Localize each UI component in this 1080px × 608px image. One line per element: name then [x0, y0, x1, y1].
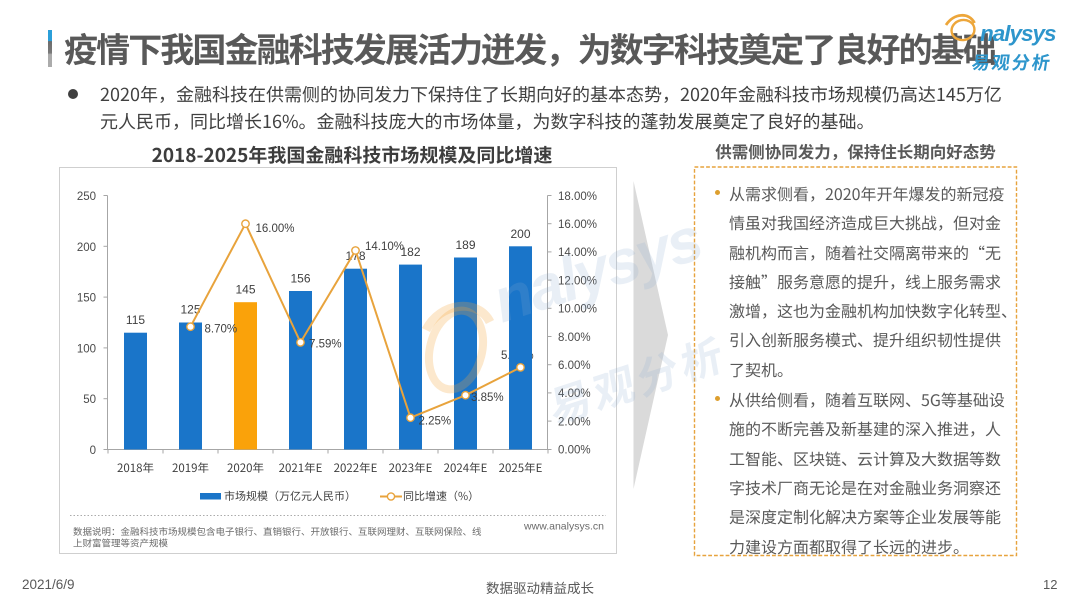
svg-text:125: 125	[180, 303, 200, 317]
svg-text:0: 0	[90, 445, 96, 457]
svg-text:100: 100	[77, 343, 96, 355]
svg-text:数据说明：金融科技市场规模包含电子银行、直销银行、开放银行、: 数据说明：金融科技市场规模包含电子银行、直销银行、开放银行、互联网理财、互联网保…	[73, 524, 482, 538]
svg-text:2020年: 2020年	[227, 460, 264, 476]
svg-text:150: 150	[77, 293, 96, 305]
svg-text:上财富管理等资产规模: 上财富管理等资产规模	[73, 536, 169, 550]
svg-text:2023年E: 2023年E	[389, 460, 433, 476]
svg-text:18.00%: 18.00%	[558, 191, 597, 203]
svg-text:16.00%: 16.00%	[558, 219, 597, 231]
svg-text:182: 182	[400, 245, 420, 259]
svg-text:2018年: 2018年	[117, 460, 154, 476]
svg-text:同比增速（%）: 同比增速（%）	[403, 488, 479, 504]
svg-text:10.00%: 10.00%	[558, 304, 597, 316]
svg-text:市场规模（万亿元人民币）: 市场规模（万亿元人民币）	[224, 488, 356, 504]
svg-text:50: 50	[83, 394, 96, 406]
svg-text:2.00%: 2.00%	[558, 416, 591, 428]
svg-text:2024年E: 2024年E	[444, 460, 488, 476]
svg-text:2025年E: 2025年E	[499, 460, 543, 476]
svg-text:7.59%: 7.59%	[309, 339, 342, 351]
svg-text:250: 250	[77, 191, 96, 203]
svg-text:2021年E: 2021年E	[279, 460, 323, 476]
svg-text:2.25%: 2.25%	[419, 416, 452, 428]
svg-text:12.00%: 12.00%	[558, 275, 597, 287]
svg-text:156: 156	[290, 272, 310, 286]
svg-text:2022年E: 2022年E	[334, 460, 378, 476]
svg-text:2019年: 2019年	[172, 460, 209, 476]
svg-text:8.00%: 8.00%	[558, 332, 591, 344]
svg-text:14.00%: 14.00%	[558, 247, 597, 259]
svg-text:0.00%: 0.00%	[558, 445, 591, 457]
svg-text:3.85%: 3.85%	[471, 392, 504, 404]
svg-text:4.00%: 4.00%	[558, 388, 591, 400]
svg-text:200: 200	[77, 242, 96, 254]
svg-text:6.00%: 6.00%	[558, 360, 591, 372]
svg-text:www.analysys.cn: www.analysys.cn	[523, 521, 604, 533]
svg-text:189: 189	[455, 238, 475, 252]
svg-text:14.10%: 14.10%	[365, 241, 404, 253]
svg-text:16.00%: 16.00%	[256, 223, 295, 235]
svg-text:200: 200	[510, 227, 530, 241]
svg-text:8.70%: 8.70%	[205, 324, 238, 336]
svg-text:115: 115	[126, 313, 145, 327]
svg-text:145: 145	[235, 283, 255, 297]
